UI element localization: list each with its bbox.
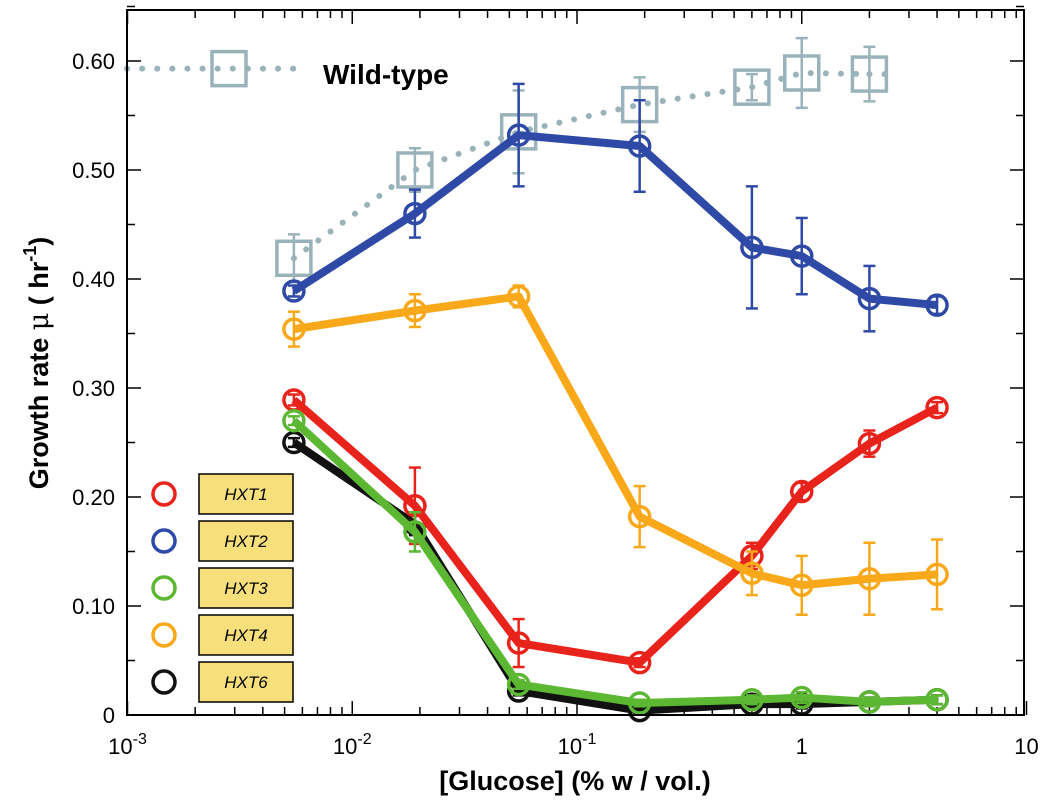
x-tick-label-exp: -1: [582, 731, 596, 748]
marker-hxt2: [282, 279, 306, 303]
wildtype-legend-marker: [210, 49, 248, 88]
wildtype-marker: [783, 54, 821, 92]
marker-hxt4: [857, 567, 882, 591]
y-tick-label: 0.10: [72, 594, 115, 619]
legend-box-hxt3: [198, 567, 294, 609]
x-tick-label: 10-3: [108, 731, 147, 759]
y-tick-label: 0.20: [72, 485, 115, 510]
y-tick-label: 0.30: [72, 376, 115, 401]
marker-hxt2: [506, 123, 531, 147]
marker-hxt3: [740, 687, 764, 712]
legend-box-hxt2: [198, 520, 294, 562]
legend-marker-hxt3: [151, 575, 177, 601]
plot-frame: [126, 9, 1025, 716]
legend-marker-hxt2: [151, 528, 177, 554]
series-line-hxt1: [291, 396, 939, 667]
marker-hxt1: [282, 388, 306, 412]
series-hxt3: [282, 408, 949, 715]
marker-hxt2: [925, 293, 949, 317]
x-tick-label: 10-2: [333, 731, 372, 759]
wildtype-marker: [275, 239, 313, 278]
marker-hxt1: [925, 395, 949, 420]
series-line-hxt2: [291, 131, 938, 310]
marker-hxt4: [790, 573, 814, 598]
series-hxt2: [282, 82, 949, 333]
x-tick-label: 10: [1014, 734, 1038, 759]
marker-hxt3: [403, 520, 427, 544]
legend-box-hxt6: [198, 661, 294, 703]
series-hxt4: [282, 284, 949, 616]
x-tick-label-base: 10: [108, 734, 132, 759]
x-tick-label-base: 10: [1014, 734, 1038, 759]
x-tick-labels: 10-3 10-2 10-1 1 10: [108, 731, 1039, 759]
marker-hxt3: [790, 685, 814, 710]
wildtype-marker: [850, 55, 889, 93]
x-tick-label-base: 1: [796, 734, 808, 759]
marker-hxt4: [627, 504, 652, 529]
marker-hxt3: [857, 690, 882, 714]
marker-hxt6: [282, 430, 306, 455]
legend-label-hxt1: HXT1: [224, 485, 267, 504]
y-axis-title-unit: ( hr: [24, 261, 54, 312]
legend: HXT1 HXT2 HXT3 HXT4 HXT6: [151, 473, 294, 703]
legend-label-hxt2: HXT2: [224, 532, 268, 551]
legend-label-hxt6: HXT6: [224, 673, 268, 692]
marker-hxt1: [627, 650, 652, 675]
x-tick-label-base: 10: [558, 734, 582, 759]
marker-hxt4: [506, 284, 531, 309]
y-tick-label: 0: [103, 703, 115, 728]
y-axis-title-symbol: μ: [24, 313, 55, 331]
x-tick-label-base: 10: [333, 734, 357, 759]
marker-hxt3: [627, 691, 652, 715]
legend-label-hxt3: HXT3: [224, 579, 268, 598]
marker-hxt4: [740, 561, 764, 586]
wildtype-line: [290, 69, 873, 262]
y-tick-label: 0.60: [72, 49, 115, 74]
marker-hxt2: [403, 201, 427, 226]
marker-hxt3: [506, 672, 531, 697]
marker-hxt4: [282, 317, 306, 341]
hxt-series: [282, 82, 949, 723]
y-axis-title: Growth rate μ ( hr-1): [20, 237, 55, 490]
marker-hxt4: [403, 298, 427, 323]
series-line-hxt4: [293, 292, 938, 590]
marker-hxt2: [740, 235, 764, 260]
marker-hxt4: [925, 562, 949, 587]
legend-box-hxt1: [198, 473, 294, 515]
y-axis-title-main: Growth rate: [24, 330, 54, 489]
legend-marker-hxt4: [151, 622, 177, 648]
legend-marker-hxt6: [151, 669, 177, 695]
x-tick-label: 1: [796, 734, 808, 759]
legend-marker-hxt1: [151, 481, 177, 507]
series-hxt1: [282, 388, 949, 675]
x-tick-label-exp: -3: [133, 731, 147, 748]
marker-hxt1: [857, 431, 882, 456]
x-axis-title: [Glucose] (% w / vol.): [439, 766, 711, 796]
marker-hxt1: [790, 479, 814, 504]
marker-hxt2: [857, 286, 882, 311]
marker-hxt3: [925, 687, 949, 712]
y-tick-labels: 0 0.10 0.20 0.30 0.40 0.50 0.60: [72, 49, 115, 728]
x-tick-label-exp: -2: [357, 731, 371, 748]
marker-hxt1: [506, 631, 531, 655]
x-tick-label: 10-1: [558, 731, 597, 759]
wildtype-annotation: Wild-type: [323, 59, 449, 90]
y-tick-label: 0.40: [72, 267, 115, 292]
wildtype-marker: [733, 68, 771, 106]
marker-hxt3: [282, 408, 306, 433]
wildtype-series: [124, 36, 889, 284]
y-axis-title-exp: -1: [20, 246, 40, 262]
legend-box-hxt4: [198, 614, 294, 656]
y-axis-title-close: ): [24, 237, 54, 246]
marker-hxt2: [790, 244, 814, 268]
wildtype-marker: [396, 151, 434, 189]
legend-label-hxt4: HXT4: [224, 626, 267, 645]
marker-hxt2: [627, 134, 652, 158]
y-tick-label: 0.50: [72, 158, 115, 183]
